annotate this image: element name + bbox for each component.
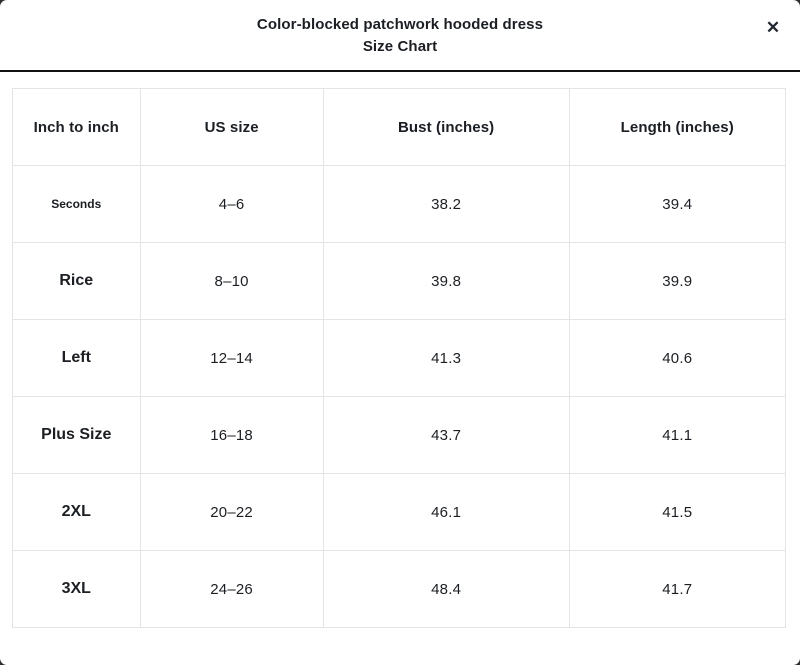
bust-cell: 43.7 [322,396,570,474]
column-header-bust: Bust (inches) [322,88,570,166]
length-cell: 40.6 [568,319,787,397]
size-name-cell: Plus Size [12,396,141,474]
size-name-cell: Seconds [12,165,141,243]
us-size-cell: 12–14 [139,319,324,397]
us-size-cell: 4–6 [139,165,324,243]
us-size-cell: 16–18 [139,396,324,474]
modal-subtitle: Size Chart [362,38,438,55]
size-name-cell: 2XL [12,473,141,551]
close-button[interactable]: ✕ [760,15,786,41]
table-row: Rice 8–10 39.8 39.9 [12,242,787,320]
modal-header: Color-blocked patchwork hooded dress Siz… [0,0,800,72]
length-cell: 41.5 [568,473,787,551]
bust-cell: 41.3 [322,319,570,397]
bust-cell: 48.4 [322,550,570,628]
table-header-row: Inch to inch US size Bust (inches) Lengt… [12,88,787,166]
bust-cell: 39.8 [322,242,570,320]
size-name-cell: Rice [12,242,141,320]
size-chart-table: Inch to inch US size Bust (inches) Lengt… [12,88,787,628]
close-icon: ✕ [765,18,781,37]
us-size-cell: 20–22 [139,473,324,551]
table-row: 3XL 24–26 48.4 41.7 [12,550,787,628]
table-row: 2XL 20–22 46.1 41.5 [12,473,787,551]
bust-cell: 38.2 [322,165,570,243]
bust-cell: 46.1 [322,473,570,551]
column-header-us-size: US size [139,88,324,166]
table-row: Left 12–14 41.3 40.6 [12,319,787,397]
size-name-cell: 3XL [12,550,141,628]
table-row: Plus Size 16–18 43.7 41.1 [12,396,787,474]
size-name-cell: Left [12,319,141,397]
us-size-cell: 24–26 [139,550,324,628]
column-header-length: Length (inches) [568,88,787,166]
length-cell: 41.1 [568,396,787,474]
us-size-cell: 8–10 [139,242,324,320]
length-cell: 41.7 [568,550,787,628]
product-title: Color-blocked patchwork hooded dress [256,16,544,33]
length-cell: 39.9 [568,242,787,320]
length-cell: 39.4 [568,165,787,243]
size-chart-table-container: Inch to inch US size Bust (inches) Lengt… [0,72,800,628]
column-header-inch-to-inch: Inch to inch [12,88,141,166]
table-row: Seconds 4–6 38.2 39.4 [12,165,787,243]
